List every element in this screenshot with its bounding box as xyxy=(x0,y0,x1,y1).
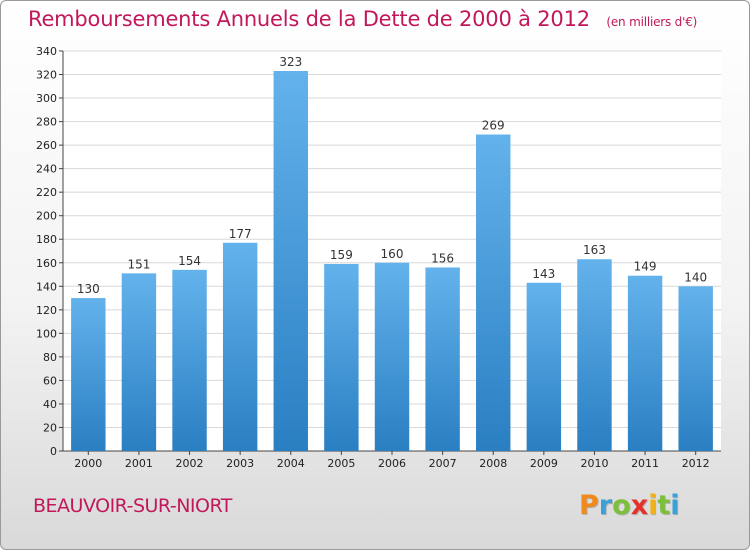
bar-value-label: 151 xyxy=(127,257,150,271)
logo-letter: t xyxy=(657,490,671,521)
logo-letter: x xyxy=(630,490,649,521)
y-tick-label: 40 xyxy=(43,398,57,411)
y-tick-label: 180 xyxy=(36,233,57,246)
y-tick-label: 260 xyxy=(36,139,57,152)
logo-letter: i xyxy=(670,490,680,521)
y-tick-label: 80 xyxy=(43,351,57,364)
bar-value-label: 269 xyxy=(482,119,505,133)
logo-letter: i xyxy=(648,490,658,521)
x-tick-label: 2001 xyxy=(125,457,153,470)
logo-letter: P xyxy=(579,490,599,521)
y-tick-label: 240 xyxy=(36,163,57,176)
y-tick-label: 200 xyxy=(36,210,57,223)
x-tick-label: 2008 xyxy=(479,457,507,470)
bar-value-label: 140 xyxy=(684,270,707,284)
x-tick-label: 2002 xyxy=(176,457,204,470)
x-tick-label: 2004 xyxy=(277,457,305,470)
bar-value-label: 177 xyxy=(229,227,252,241)
y-tick-label: 140 xyxy=(36,280,57,293)
proxiti-logo: Proxiti xyxy=(579,490,680,521)
y-tick-label: 160 xyxy=(36,257,57,270)
y-tick-label: 20 xyxy=(43,421,57,434)
bar xyxy=(273,71,308,451)
x-tick-label: 2005 xyxy=(327,457,355,470)
bar xyxy=(476,134,511,451)
bar xyxy=(71,298,106,451)
bar xyxy=(324,263,359,451)
x-tick-label: 2010 xyxy=(580,457,608,470)
chart-title-text: Remboursements Annuels de la Dette de 20… xyxy=(28,7,590,31)
bar-value-label: 149 xyxy=(634,260,657,274)
x-tick-label: 2009 xyxy=(530,457,558,470)
bar xyxy=(374,262,410,451)
bar-value-label: 156 xyxy=(431,251,454,265)
x-tick-label: 2003 xyxy=(226,457,254,470)
x-tick-label: 2011 xyxy=(631,457,659,470)
y-tick-label: 60 xyxy=(43,374,57,387)
y-tick-label: 0 xyxy=(50,445,57,458)
bar xyxy=(577,259,612,451)
logo-letter: o xyxy=(612,490,631,521)
y-tick-label: 220 xyxy=(36,186,57,199)
x-tick-label: 2006 xyxy=(378,457,406,470)
y-tick-label: 280 xyxy=(36,116,57,129)
chart-subtitle: (en milliers d'€) xyxy=(606,15,698,29)
logo-letter: r xyxy=(598,490,613,521)
y-tick-label: 120 xyxy=(36,304,57,317)
bar-value-label: 143 xyxy=(532,267,555,281)
y-tick-label: 320 xyxy=(36,69,57,82)
commune-name: BEAUVOIR-SUR-NIORT xyxy=(33,495,232,517)
bar xyxy=(678,286,713,451)
bar-value-label: 130 xyxy=(77,282,100,296)
bar xyxy=(425,267,460,451)
bar xyxy=(222,242,258,451)
bar-value-label: 163 xyxy=(583,243,606,257)
bar xyxy=(121,273,157,451)
bar xyxy=(172,269,207,451)
y-tick-label: 300 xyxy=(36,92,57,105)
bar-value-label: 154 xyxy=(178,254,201,268)
y-tick-label: 340 xyxy=(36,45,57,58)
bar xyxy=(627,275,663,451)
x-tick-label: 2007 xyxy=(429,457,457,470)
bar xyxy=(526,282,562,451)
y-tick-label: 100 xyxy=(36,327,57,340)
x-tick-label: 2000 xyxy=(74,457,102,470)
bar-value-label: 323 xyxy=(279,55,302,69)
x-tick-label: 2012 xyxy=(682,457,710,470)
bar-value-label: 159 xyxy=(330,248,353,262)
chart-title: Remboursements Annuels de la Dette de 20… xyxy=(28,7,697,31)
bar-value-label: 160 xyxy=(381,247,404,261)
